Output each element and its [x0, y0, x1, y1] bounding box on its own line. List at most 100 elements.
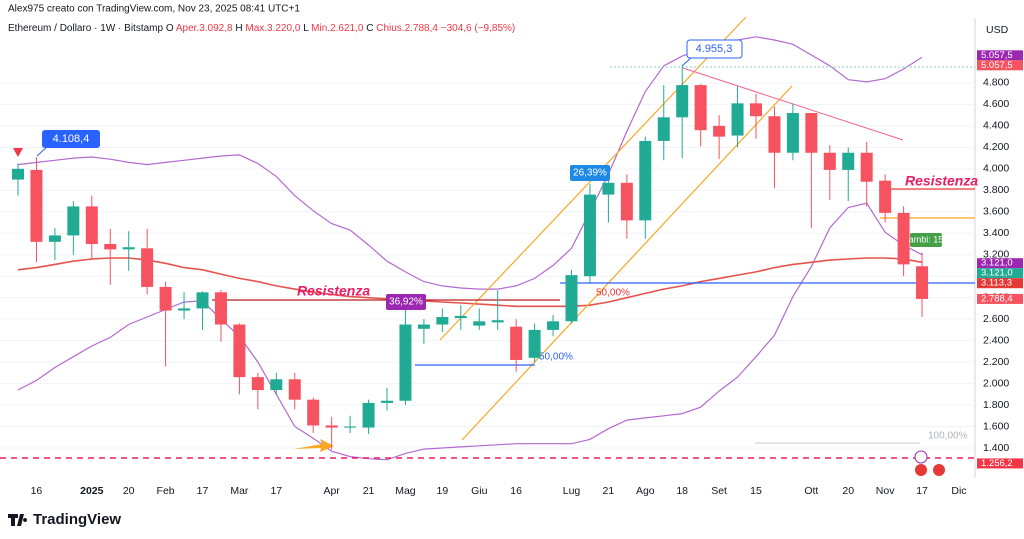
legend-key: H	[235, 23, 242, 34]
y-tick-label: 4.200	[983, 141, 1009, 153]
x-tick-label: Ago	[636, 485, 655, 497]
candle-body	[344, 426, 357, 428]
candle-body	[805, 113, 818, 153]
price-tag-label: 3.113,3	[981, 278, 1012, 289]
candle-body	[694, 85, 707, 131]
y-tick-label: 3.600	[983, 206, 1009, 218]
candle-body	[639, 140, 652, 221]
candle-body	[251, 377, 264, 391]
x-tick-label: Set	[711, 485, 727, 497]
price-tag-label: 3.121,0	[981, 268, 1013, 279]
annotation: Resistenza	[905, 173, 978, 189]
x-tick-label: 16	[31, 485, 43, 497]
candle-body	[602, 182, 615, 195]
legend-value: Chius.2.788,4	[376, 23, 438, 34]
x-tick-label: Lug	[563, 485, 581, 497]
candle-body	[159, 286, 172, 311]
candle-body	[491, 320, 504, 323]
candle-body	[381, 400, 393, 403]
candle-body	[104, 244, 117, 250]
candle-body	[417, 324, 430, 329]
y-tick-label: 1.400	[983, 442, 1009, 454]
candle-body	[178, 308, 191, 311]
x-tick-label: 18	[676, 485, 688, 497]
brand: TradingView	[8, 511, 121, 528]
candle-body	[916, 266, 929, 299]
candle-body	[436, 317, 449, 325]
price-tag-label: 2.788,4	[981, 293, 1013, 304]
x-tick-label: 20	[842, 485, 854, 497]
candle-body	[860, 152, 873, 182]
candle-body	[842, 152, 855, 170]
price-tag	[977, 293, 1023, 304]
annotation: 50,00%	[596, 288, 630, 299]
candle-body	[565, 275, 578, 322]
callout	[570, 165, 610, 181]
callout	[910, 233, 942, 247]
annotation: 100,00%	[928, 431, 968, 442]
x-tick-label: Apr	[323, 485, 340, 497]
callout-label: ambi: 15	[909, 234, 944, 244]
y-axis-label: USD	[986, 24, 1009, 36]
x-tick-label: Giu	[471, 485, 488, 497]
arrow	[294, 439, 334, 452]
x-tick-label: 2025	[80, 485, 104, 497]
candle-body	[288, 379, 301, 400]
annotation: Resistenza	[297, 283, 370, 299]
brand-logo	[8, 514, 28, 526]
x-axis: 16 2025 20 Feb 17 Mar 17 Apr 21 Mag 19 Giu 16 Lug 21 Ag…	[31, 485, 967, 497]
y-tick-label: 1.600	[983, 420, 1009, 432]
candles	[12, 66, 929, 450]
price-tag-label: 5.057,5	[981, 50, 1013, 61]
price-tag-label: 1.256,2	[981, 458, 1013, 469]
signal-arrow	[13, 148, 23, 157]
event-icon	[914, 450, 928, 464]
candle-body	[768, 116, 781, 153]
candle-body	[583, 194, 596, 277]
price-tag-label: 5.057,5	[981, 60, 1013, 71]
candle-body	[879, 180, 892, 213]
candle-body	[233, 324, 246, 378]
candle-body	[620, 182, 633, 221]
candle-body	[12, 168, 24, 180]
y-tick-label: 3.400	[983, 227, 1009, 239]
callouts: 4.108,4 4.955,3 26,39% 36,92% ambi: 15	[36, 39, 944, 310]
callout-label: 4.108,4	[53, 133, 90, 145]
candle-body	[362, 402, 375, 428]
candle-body	[510, 326, 523, 360]
x-tick-label: Dic	[951, 485, 966, 497]
legend-key: O	[166, 23, 174, 34]
indicator-line	[17, 257, 923, 308]
x-tick-label: Ott	[804, 485, 818, 497]
candle-body	[528, 329, 541, 358]
candle-body	[196, 292, 209, 309]
candle-body	[823, 152, 836, 170]
callout-label: 26,39%	[573, 168, 607, 179]
candle-body	[307, 399, 320, 426]
y-tick-label: 2.000	[983, 377, 1009, 389]
callout	[42, 130, 100, 148]
candle-body	[214, 292, 227, 325]
legend-value: Min.2.621,0	[311, 23, 364, 34]
legend-change: −304,6 (−9,85%)	[441, 23, 516, 34]
candle-body	[67, 206, 80, 236]
y-tick-label: 2.200	[983, 356, 1009, 368]
x-tick-label: 17	[916, 485, 928, 497]
symbol: Ethereum / Dollaro · 1W · Bitstamp	[8, 23, 163, 34]
y-tick-label: 3.800	[983, 184, 1009, 196]
price-tag	[977, 258, 1023, 269]
candle-body	[141, 248, 154, 287]
candle-body	[750, 103, 762, 117]
y-tick-label: 4.000	[983, 163, 1009, 175]
candle-body	[547, 321, 560, 330]
price-tag	[977, 278, 1023, 289]
candle-body	[473, 321, 486, 326]
legend: Ethereum / Dollaro · 1W · Bitstamp O Ape…	[8, 23, 515, 34]
event-icons	[914, 450, 945, 476]
price-tag	[977, 50, 1023, 61]
candle-body	[48, 235, 61, 242]
x-tick-label: Mar	[230, 485, 249, 497]
candle-body	[731, 103, 744, 136]
price-tag	[977, 60, 1023, 71]
